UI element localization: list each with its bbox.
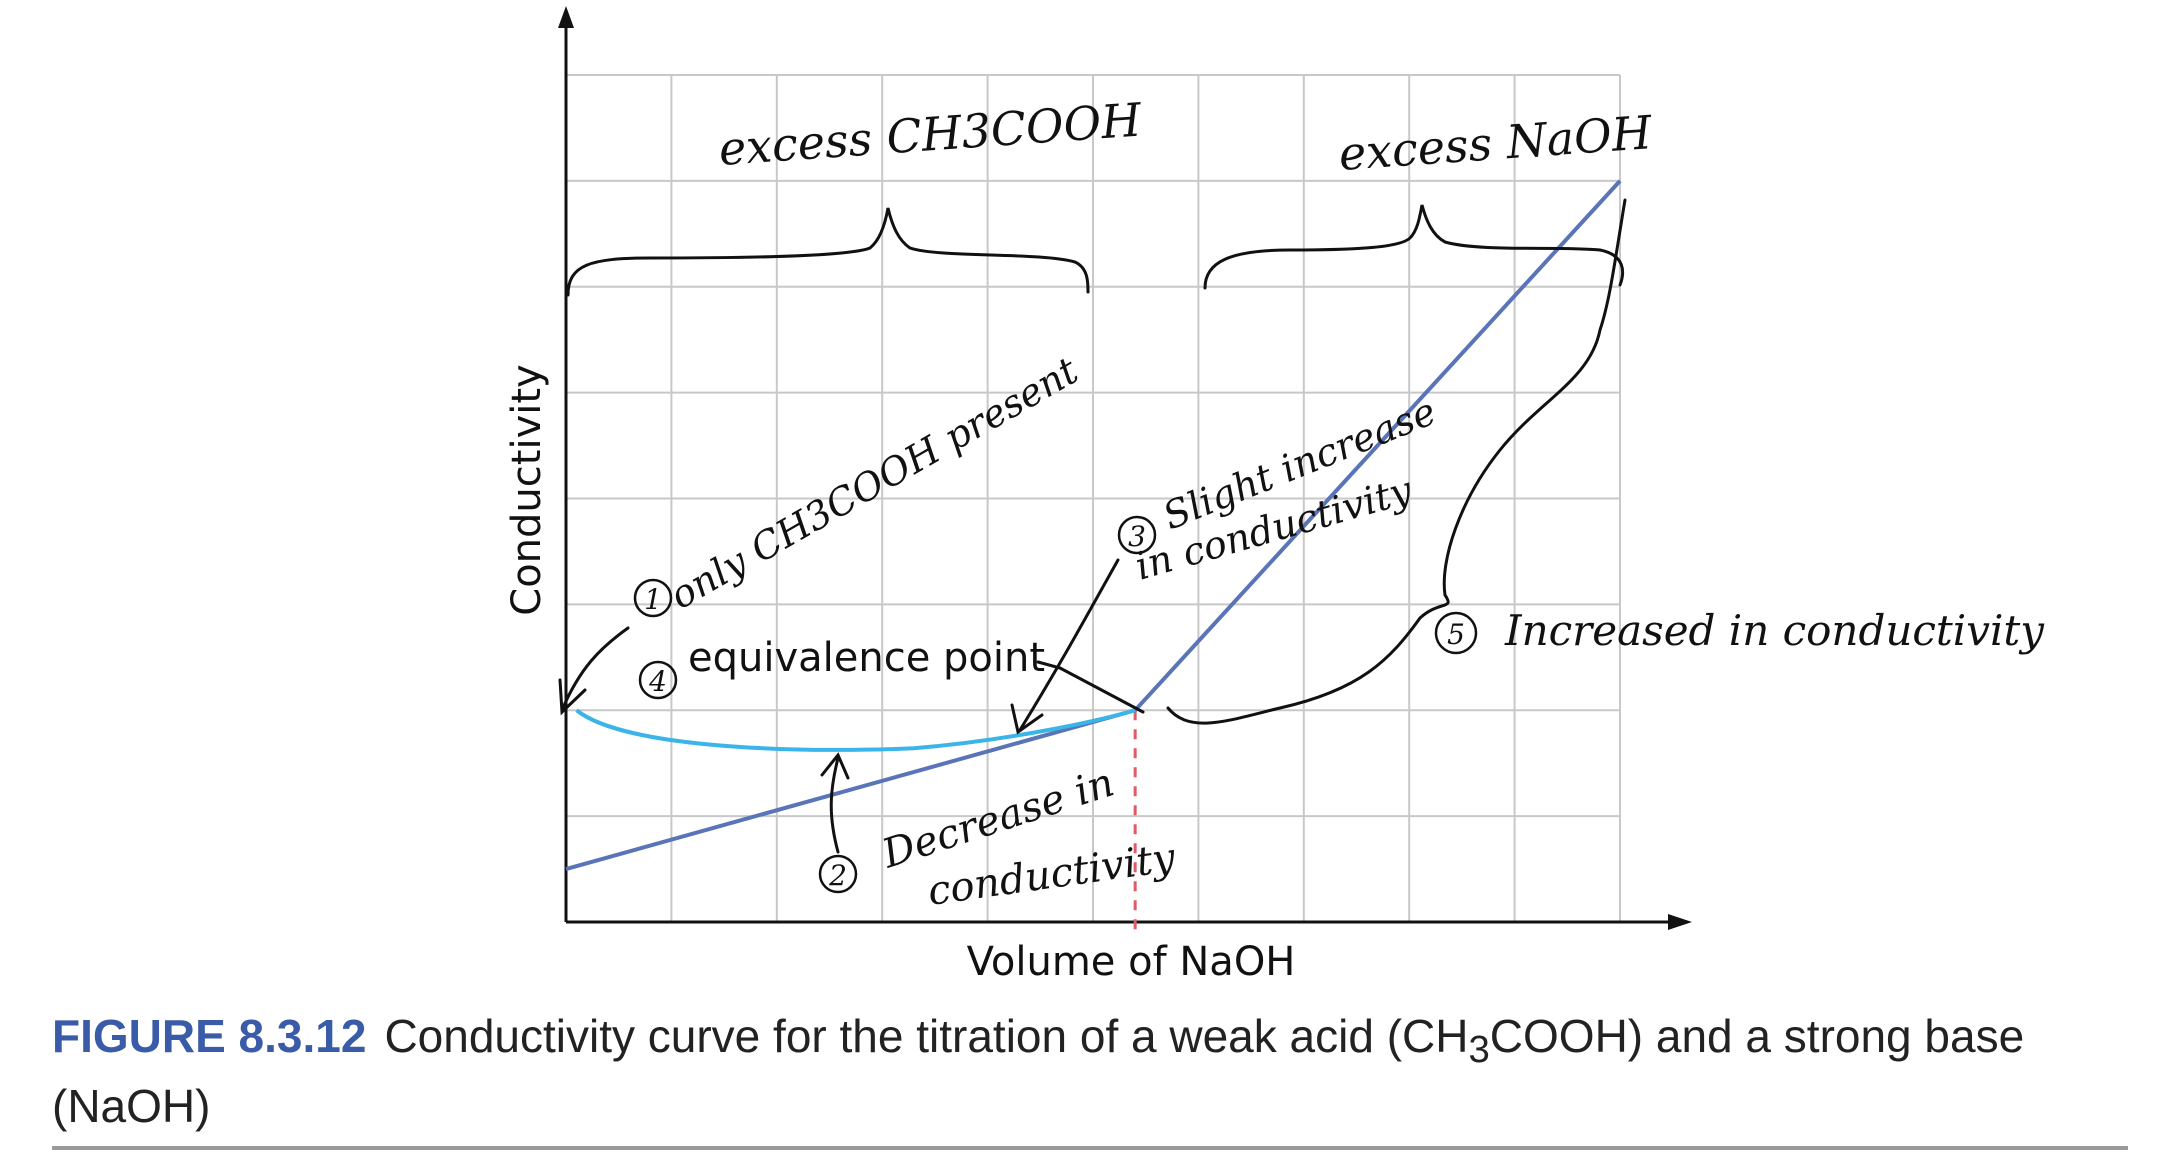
arrowhead-note-1 xyxy=(558,678,587,716)
arrowhead-note-2 xyxy=(820,752,850,780)
caption-subscript: 3 xyxy=(1468,1028,1490,1072)
note-5-marker: 5 xyxy=(1434,611,1478,655)
svg-text:3: 3 xyxy=(1128,520,1146,553)
y-axis-label: Conductivity xyxy=(504,364,550,615)
note-5-text: Increased in conductivity xyxy=(1504,606,2045,655)
data-marks xyxy=(565,179,1622,934)
bracket-excess-base xyxy=(1203,204,1624,290)
figure-number: FIGURE 8.3.12 xyxy=(52,1010,367,1062)
bracket-excess-acid xyxy=(566,207,1090,297)
note-1-text: only CH3COOH present xyxy=(663,348,1086,618)
arrow-note-3 xyxy=(1018,558,1120,732)
caption-text-b: COOH) and a strong base (NaOH) xyxy=(52,1010,2025,1133)
y-axis-arrowhead xyxy=(558,6,574,28)
figure-caption: FIGURE 8.3.12 Conductivity curve for the … xyxy=(52,1008,2132,1134)
caption-text-a: Conductivity curve for the titration of … xyxy=(384,1010,1469,1062)
svg-text:2: 2 xyxy=(828,859,847,892)
leader-equivalence-tick xyxy=(1036,660,1062,670)
note-1-marker: 1 xyxy=(633,578,673,618)
arrowhead-note-3 xyxy=(1010,703,1044,735)
note-2-marker: 2 xyxy=(818,854,858,894)
leader-equivalence xyxy=(1058,666,1145,714)
x-axis-arrowhead xyxy=(1668,914,1692,930)
svg-text:5: 5 xyxy=(1447,618,1465,651)
arrow-note-1 xyxy=(560,626,630,712)
x-axis-label: Volume of NaOH xyxy=(967,939,1296,985)
hand-drawn-curve xyxy=(575,708,1136,752)
equivalence-label: equivalence point xyxy=(688,635,1045,681)
note-excess-acid: excess CH3COOH xyxy=(717,93,1144,176)
arrow-note-2 xyxy=(829,756,840,854)
note-excess-base: excess NaOH xyxy=(1337,105,1654,181)
brace-increase xyxy=(1166,198,1627,725)
annotation-strokes xyxy=(558,198,1627,854)
svg-text:4: 4 xyxy=(648,665,667,698)
caption-divider xyxy=(52,1146,2128,1150)
note-3-marker: 3 xyxy=(1117,515,1157,555)
axes xyxy=(558,6,1692,930)
svg-text:1: 1 xyxy=(644,583,662,616)
note-4-marker: 4 xyxy=(638,660,678,700)
